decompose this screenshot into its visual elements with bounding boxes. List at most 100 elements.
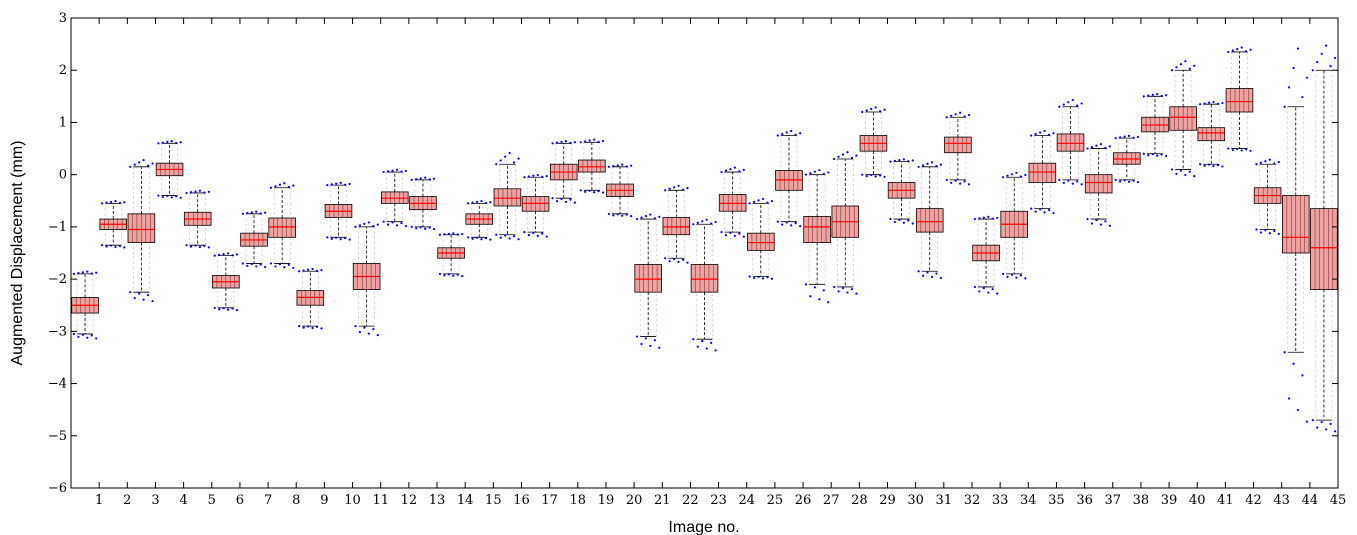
outlier-point bbox=[129, 291, 132, 294]
outlier-point bbox=[813, 170, 816, 173]
outlier-point bbox=[320, 269, 323, 272]
outlier-point bbox=[306, 325, 310, 328]
outlier-point bbox=[963, 180, 966, 183]
outlier-point bbox=[1052, 132, 1055, 135]
outlier-point bbox=[443, 274, 446, 277]
x-tick-label: 17 bbox=[541, 493, 558, 508]
outlier-point bbox=[893, 220, 897, 224]
box-43 bbox=[1253, 158, 1282, 236]
outlier-point bbox=[175, 141, 178, 145]
outlier-point bbox=[536, 173, 539, 177]
outlier-point bbox=[761, 197, 765, 201]
outlier-point bbox=[1268, 158, 1271, 161]
outlier-point bbox=[861, 110, 864, 114]
outlier-point bbox=[935, 164, 938, 168]
outlier-point bbox=[235, 308, 239, 312]
outlier-point bbox=[1165, 94, 1168, 97]
outlier-point bbox=[781, 132, 784, 136]
box-9 bbox=[296, 267, 325, 330]
outlier-point bbox=[818, 298, 821, 301]
outlier-point bbox=[593, 138, 596, 141]
outlier-point bbox=[438, 233, 442, 236]
box-22 bbox=[662, 184, 691, 264]
outlier-point bbox=[939, 276, 942, 280]
outlier-point bbox=[640, 342, 643, 346]
outlier-point bbox=[456, 233, 459, 236]
outlier-point bbox=[541, 232, 544, 235]
x-tick-label: 11 bbox=[372, 493, 389, 508]
outlier-point bbox=[72, 332, 76, 336]
outlier-point bbox=[1316, 426, 1319, 429]
box-11 bbox=[352, 221, 381, 337]
outlier-point bbox=[339, 238, 342, 241]
outlier-point bbox=[527, 233, 530, 237]
outlier-point bbox=[653, 339, 656, 342]
x-tick-label: 29 bbox=[879, 493, 896, 508]
outlier-point bbox=[456, 273, 459, 276]
outlier-point bbox=[118, 201, 122, 205]
outlier-point bbox=[1136, 135, 1140, 139]
outlier-point bbox=[612, 214, 615, 217]
outlier-point bbox=[917, 270, 920, 273]
outlier-point bbox=[710, 341, 713, 344]
outlier-point bbox=[607, 212, 610, 215]
box-28 bbox=[831, 151, 860, 295]
outlier-point bbox=[1193, 175, 1196, 178]
outlier-point bbox=[1010, 173, 1014, 176]
box-45 bbox=[1310, 44, 1338, 433]
outlier-point bbox=[1236, 47, 1239, 51]
outlier-point bbox=[813, 286, 816, 289]
outlier-point bbox=[185, 244, 188, 247]
x-tick-label: 6 bbox=[236, 493, 244, 508]
y-tick-label: −5 bbox=[48, 429, 67, 444]
outlier-point bbox=[467, 236, 470, 239]
outlier-point bbox=[865, 109, 868, 112]
outlier-point bbox=[447, 273, 450, 276]
x-tick-label: 5 bbox=[208, 493, 216, 508]
outlier-point bbox=[991, 288, 994, 291]
outlier-point bbox=[973, 285, 977, 289]
outlier-point bbox=[898, 218, 901, 221]
outlier-point bbox=[123, 201, 126, 204]
outlier-point bbox=[1311, 419, 1314, 422]
outlier-point bbox=[1184, 60, 1187, 63]
outlier-point bbox=[1086, 217, 1089, 221]
outlier-point bbox=[1147, 94, 1150, 97]
x-tick-label: 25 bbox=[767, 493, 784, 508]
outlier-point bbox=[326, 184, 329, 187]
outlier-point bbox=[283, 182, 286, 185]
outlier-point bbox=[945, 116, 948, 119]
outlier-point bbox=[1207, 163, 1211, 166]
outlier-point bbox=[269, 186, 273, 189]
outlier-point bbox=[1255, 228, 1258, 231]
outlier-point bbox=[1170, 69, 1174, 72]
outlier-point bbox=[207, 190, 210, 193]
outlier-point bbox=[114, 245, 117, 249]
outlier-point bbox=[696, 221, 699, 224]
outlier-point bbox=[536, 234, 539, 237]
outlier-point bbox=[1108, 145, 1111, 148]
outlier-point bbox=[203, 191, 206, 194]
outlier-point bbox=[512, 161, 516, 164]
box-14 bbox=[437, 232, 465, 278]
outlier-point bbox=[686, 186, 689, 190]
outlier-point bbox=[179, 141, 182, 144]
x-tick-label: 19 bbox=[598, 493, 615, 508]
outlier-point bbox=[753, 276, 756, 280]
outlier-point bbox=[705, 218, 708, 221]
y-tick-label: −4 bbox=[48, 377, 67, 392]
outlier-point bbox=[424, 176, 427, 179]
outlier-point bbox=[72, 272, 76, 275]
outlier-point bbox=[1076, 104, 1079, 107]
outlier-point bbox=[452, 232, 455, 235]
outlier-point bbox=[588, 189, 591, 192]
outlier-point bbox=[1034, 210, 1037, 213]
outlier-point bbox=[161, 141, 164, 144]
y-tick-label: 2 bbox=[59, 63, 67, 78]
outlier-point bbox=[1039, 208, 1042, 211]
outlier-point bbox=[100, 244, 104, 247]
outlier-point bbox=[790, 224, 793, 227]
outlier-point bbox=[911, 222, 914, 225]
outlier-point bbox=[1193, 64, 1196, 67]
outlier-point bbox=[790, 129, 793, 133]
